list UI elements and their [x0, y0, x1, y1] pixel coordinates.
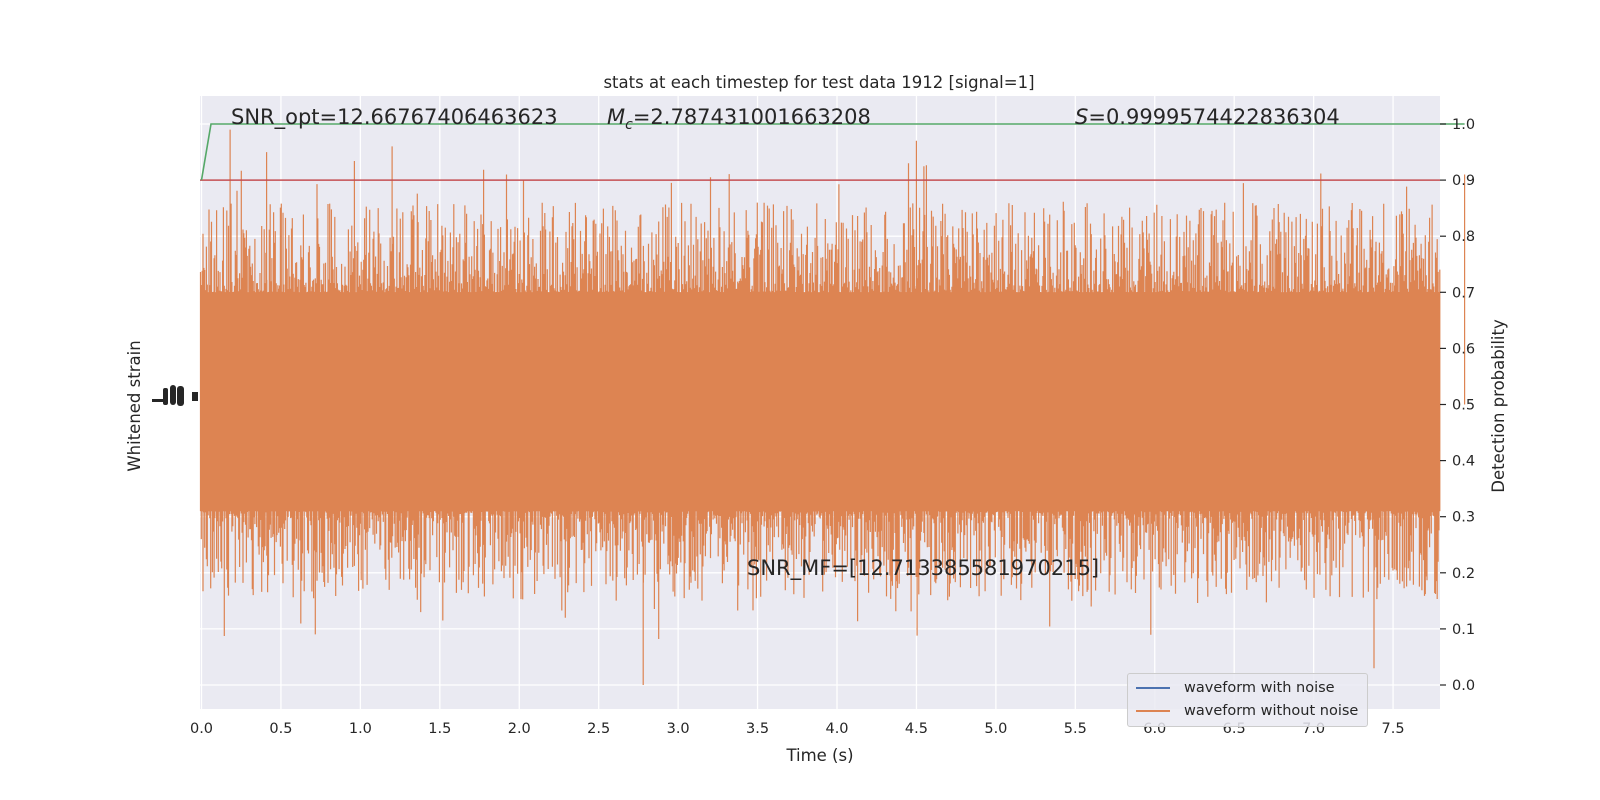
- detection-probability-mark: [200, 123, 1465, 181]
- mc-subscript: c: [625, 117, 633, 133]
- s-value: =0.9999574422836304: [1088, 105, 1339, 129]
- y-tick-label: 0.2: [1452, 566, 1475, 582]
- legend: waveform with noise waveform without noi…: [1127, 673, 1368, 727]
- legend-swatch-without-noise: [1136, 710, 1170, 712]
- x-tick-label: 2.5: [587, 721, 610, 737]
- legend-swatch-with-noise: [1136, 687, 1170, 689]
- y-axis-label-right: Detection probability: [1489, 319, 1508, 493]
- waveform-without-noise-line: [199, 129, 1466, 685]
- y-axis-ticks-right: 0.0 0.1 0.2 0.3 0.4 0.5 0.6 0.7 0.8 0.9 1.0: [1440, 117, 1475, 694]
- x-axis-label: Time (s): [785, 746, 853, 765]
- x-tick-label: 5.5: [1064, 721, 1087, 737]
- y-tick-label: 0.8: [1452, 229, 1475, 245]
- x-tick-label: 3.5: [746, 721, 769, 737]
- x-tick-label: 3.0: [667, 721, 690, 737]
- snr-opt-annotation: SNR_opt=12.66767406463623: [231, 105, 558, 130]
- chart-title: stats at each timestep for test data 191…: [603, 73, 1034, 92]
- y-tick-label: 0.3: [1452, 510, 1475, 526]
- y-axis-label-left: Whitened strain: [125, 340, 144, 471]
- s-annotation: S=0.9999574422836304: [1075, 105, 1340, 129]
- s-symbol: S: [1075, 105, 1088, 129]
- y-tick-label: 0.5: [1452, 398, 1475, 414]
- x-tick-label: 4.0: [825, 721, 848, 737]
- mc-annotation: Mc=2.787431001663208: [607, 105, 871, 133]
- x-tick-label: 0.0: [190, 721, 213, 737]
- snr-mf-annotation: SNR_MF=[12.713385581970215]: [747, 556, 1099, 581]
- x-tick-label: 1.0: [349, 721, 372, 737]
- y-tick-label: 0.4: [1452, 454, 1475, 470]
- y-tick-label: 0.7: [1452, 285, 1475, 301]
- waveform-without-noise-series: [199, 129, 1466, 685]
- legend-item-with-noise: waveform with noise: [1136, 677, 1335, 699]
- x-tick-label: 7.5: [1382, 721, 1405, 737]
- y-tick-label: 0.9: [1452, 173, 1475, 189]
- y-tick-label: 0.1: [1452, 622, 1475, 638]
- y-tick-label: 1.0: [1452, 117, 1475, 133]
- x-tick-label: 0.5: [269, 721, 292, 737]
- detection-probability-line: [200, 123, 1465, 181]
- legend-label-without-noise: waveform without noise: [1184, 703, 1359, 719]
- y-tick-label: 0.0: [1452, 678, 1475, 694]
- mc-symbol: M: [607, 105, 625, 129]
- mc-value: =2.787431001663208: [633, 105, 871, 129]
- left-axis-tick-clutter: [152, 385, 198, 406]
- x-tick-label: 2.0: [508, 721, 531, 737]
- legend-item-without-noise: waveform without noise: [1136, 700, 1358, 722]
- x-tick-label: 1.5: [428, 721, 451, 737]
- x-tick-label: 5.0: [984, 721, 1007, 737]
- x-tick-label: 4.5: [905, 721, 928, 737]
- y-tick-label: 0.6: [1452, 341, 1475, 357]
- legend-label-with-noise: waveform with noise: [1184, 680, 1335, 696]
